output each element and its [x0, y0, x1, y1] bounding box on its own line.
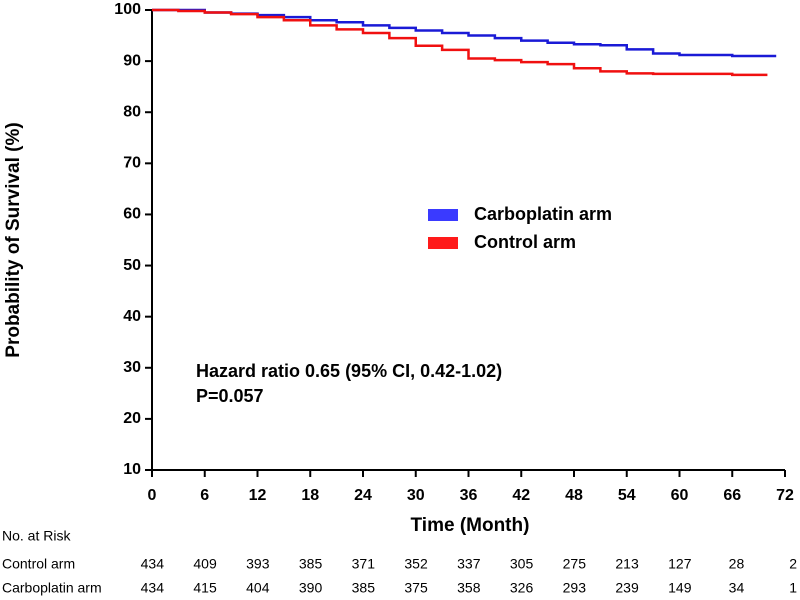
x-tick-label: 18 — [301, 487, 319, 504]
risk-value: 375 — [404, 580, 428, 596]
legend-label: Control arm — [474, 232, 576, 252]
y-tick-label: 50 — [123, 257, 141, 274]
legend-swatch — [428, 209, 458, 221]
x-tick-label: 60 — [671, 487, 689, 504]
risk-value: 293 — [563, 580, 587, 596]
legend-label: Carboplatin arm — [474, 204, 612, 224]
survival-curve — [152, 8, 768, 77]
risk-row-label: Carboplatin arm — [2, 580, 102, 596]
x-tick-label: 0 — [148, 487, 157, 504]
risk-value: 305 — [510, 556, 534, 572]
annotation: P=0.057 — [196, 386, 264, 406]
risk-value: 337 — [457, 556, 481, 572]
x-tick-label: 24 — [354, 487, 372, 504]
risk-value: 34 — [729, 580, 745, 596]
x-tick-label: 48 — [565, 487, 583, 504]
y-tick-label: 40 — [123, 308, 141, 325]
y-tick-label: 30 — [123, 359, 141, 376]
annotation: Hazard ratio 0.65 (95% CI, 0.42-1.02) — [196, 361, 502, 381]
risk-value: 393 — [246, 556, 270, 572]
risk-value: 239 — [615, 580, 639, 596]
y-tick-label: 80 — [123, 103, 141, 120]
y-tick-label: 10 — [123, 461, 141, 478]
risk-value: 371 — [352, 556, 376, 572]
x-tick-label: 12 — [249, 487, 267, 504]
x-tick-label: 72 — [776, 487, 794, 504]
risk-value: 28 — [729, 556, 745, 572]
x-tick-label: 42 — [512, 487, 530, 504]
risk-value: 358 — [457, 580, 481, 596]
risk-value: 415 — [193, 580, 217, 596]
x-axis-label: Time (Month) — [411, 515, 530, 536]
risk-value: 2 — [789, 556, 797, 572]
legend-swatch — [428, 237, 458, 249]
risk-value: 385 — [299, 556, 323, 572]
y-tick-label: 20 — [123, 410, 141, 427]
x-tick-label: 66 — [723, 487, 741, 504]
risk-value: 390 — [299, 580, 323, 596]
risk-row-label: Control arm — [2, 556, 75, 572]
x-tick-label: 36 — [460, 487, 478, 504]
x-tick-label: 54 — [618, 487, 636, 504]
risk-title: No. at Risk — [2, 528, 71, 544]
risk-value: 149 — [668, 580, 692, 596]
y-axis-label: Probability of Survival (%) — [3, 122, 24, 357]
risk-value: 326 — [510, 580, 534, 596]
risk-value: 385 — [352, 580, 376, 596]
risk-value: 434 — [141, 556, 165, 572]
y-tick-label: 60 — [123, 206, 141, 223]
risk-value: 409 — [193, 556, 217, 572]
risk-value: 213 — [615, 556, 639, 572]
x-tick-label: 30 — [407, 487, 425, 504]
risk-value: 434 — [141, 580, 165, 596]
y-tick-label: 90 — [123, 52, 141, 69]
y-tick-label: 100 — [114, 1, 141, 18]
risk-value: 404 — [246, 580, 270, 596]
risk-value: 1 — [789, 580, 797, 596]
y-tick-label: 70 — [123, 155, 141, 172]
risk-value: 127 — [668, 556, 692, 572]
x-tick-label: 6 — [200, 487, 209, 504]
risk-value: 352 — [404, 556, 428, 572]
risk-value: 275 — [563, 556, 587, 572]
